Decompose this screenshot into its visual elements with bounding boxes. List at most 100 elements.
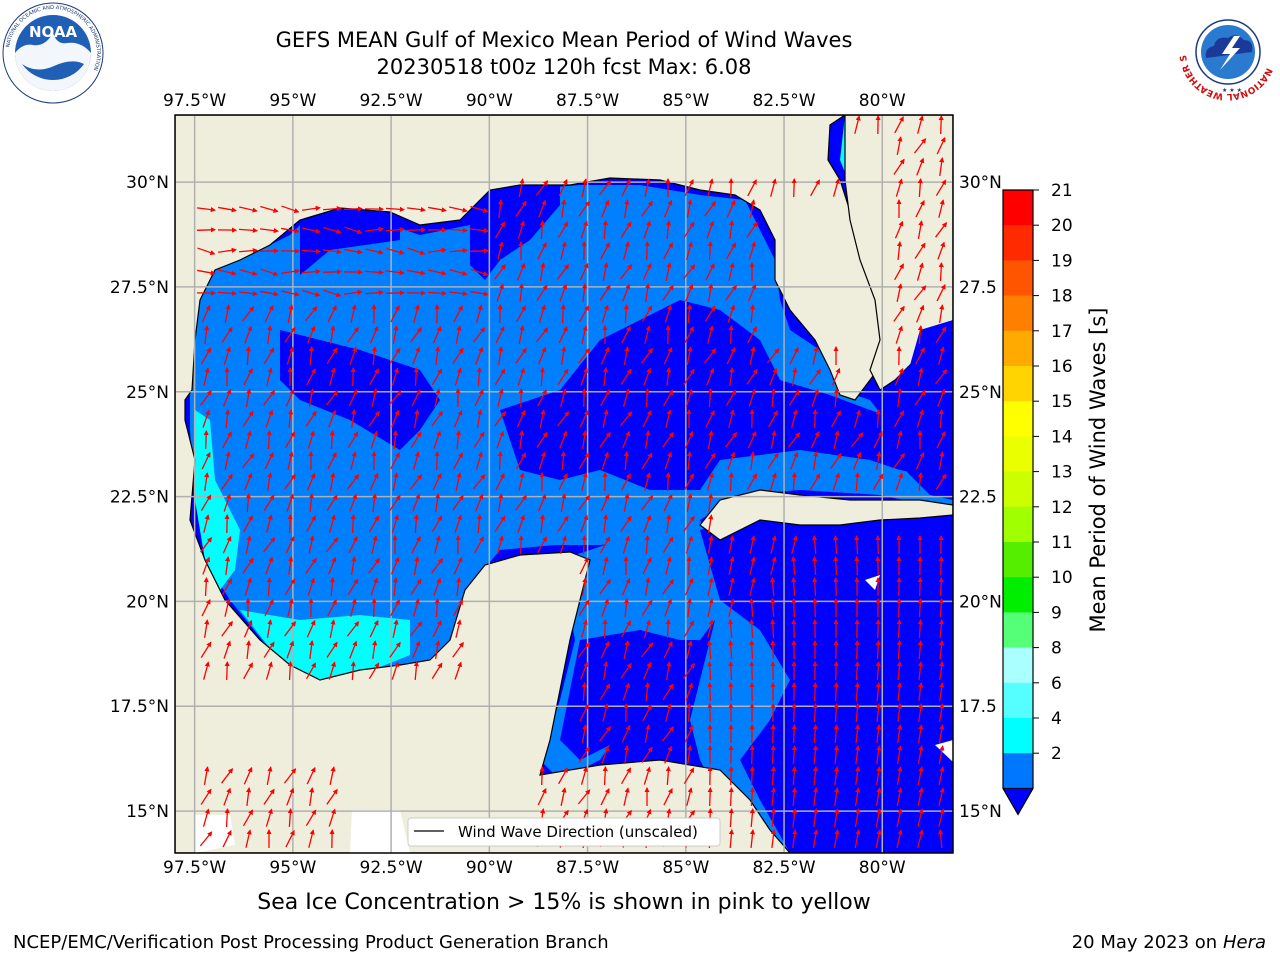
- wave-direction-arrow: [560, 388, 567, 407]
- wave-direction-arrow: [539, 765, 545, 786]
- wave-direction-arrow: [684, 724, 694, 743]
- wave-direction-arrow: [791, 471, 797, 492]
- wave-direction-arrow: [770, 786, 777, 807]
- wave-direction-arrow: [217, 290, 238, 296]
- wave-direction-arrow: [728, 828, 735, 849]
- wave-direction-arrow: [432, 325, 442, 344]
- wave-direction-arrow: [456, 577, 462, 597]
- wave-direction-arrow: [518, 472, 525, 491]
- wave-direction-arrow: [665, 471, 671, 492]
- wave-direction-arrow: [432, 472, 442, 491]
- wave-direction-arrow: [410, 578, 422, 595]
- wave-direction-arrow: [728, 471, 734, 492]
- wave-direction-arrow: [518, 325, 525, 344]
- wave-direction-arrow: [452, 494, 464, 511]
- wave-direction-arrow: [662, 683, 674, 700]
- wave-direction-arrow: [286, 493, 295, 512]
- wave-direction-arrow: [582, 283, 588, 303]
- wave-direction-arrow: [224, 451, 231, 470]
- wave-direction-arrow: [581, 724, 588, 743]
- wave-direction-arrow: [307, 430, 315, 449]
- wave-direction-arrow: [454, 661, 463, 680]
- wave-direction-arrow: [200, 641, 212, 658]
- wave-direction-arrow: [599, 578, 611, 595]
- wave-direction-arrow: [935, 179, 947, 197]
- colorbar-tick-label: 20: [1051, 216, 1073, 236]
- wave-direction-arrow: [322, 269, 343, 275]
- lon-labels-bottom: 97.5°W 95°W 92.5°W 90°W 87.5°W 85°W 82.5°W 80°W: [163, 858, 906, 878]
- wave-direction-arrow: [580, 367, 589, 386]
- wave-direction-arrow: [452, 347, 464, 364]
- wave-direction-arrow: [787, 432, 801, 448]
- wave-direction-arrow: [579, 262, 589, 281]
- wave-direction-arrow: [896, 829, 903, 848]
- colorbar-segment: [1003, 506, 1033, 543]
- wave-direction-arrow: [770, 639, 776, 660]
- lat-labels-right: 30°N 27.5 25°N 22.5 20°N 17.5 15°N: [959, 173, 1002, 822]
- colorbar-tick-label: 14: [1051, 427, 1073, 447]
- wave-direction-arrow: [622, 430, 631, 449]
- wave-direction-arrow: [813, 808, 819, 828]
- wave-direction-arrow: [266, 429, 272, 450]
- wave-direction-arrow: [221, 767, 234, 784]
- wave-direction-arrow: [599, 431, 611, 448]
- wave-direction-arrow: [893, 410, 905, 428]
- wave-direction-arrow: [897, 724, 903, 744]
- wave-direction-arrow: [306, 368, 316, 386]
- wave-direction-arrow: [915, 347, 925, 365]
- wave-direction-arrow: [812, 597, 818, 618]
- wave-direction-arrow: [854, 639, 860, 660]
- wave-direction-arrow: [284, 431, 296, 449]
- wave-direction-arrow: [245, 829, 252, 848]
- wave-direction-arrow: [684, 577, 694, 596]
- wave-direction-arrow: [287, 304, 294, 323]
- wave-direction-arrow: [643, 514, 652, 533]
- lat-label: 30°N: [959, 173, 1002, 193]
- wave-direction-arrow: [812, 744, 819, 765]
- wave-direction-arrow: [346, 621, 360, 637]
- wave-direction-arrow: [476, 409, 483, 428]
- wave-direction-arrow: [476, 513, 483, 534]
- wave-direction-arrow: [623, 346, 630, 365]
- wave-direction-arrow: [791, 535, 798, 554]
- wave-direction-arrow: [834, 787, 840, 807]
- wave-direction-arrow: [686, 702, 692, 723]
- wave-direction-arrow: [789, 346, 799, 365]
- chart-title: GEFS MEAN Gulf of Mexico Mean Period of …: [275, 28, 853, 52]
- wave-direction-arrow: [894, 367, 904, 386]
- wave-direction-arrow: [599, 536, 611, 554]
- wave-direction-arrow: [244, 430, 252, 449]
- wave-direction-arrow: [413, 366, 419, 387]
- wave-direction-arrow: [728, 786, 734, 807]
- wave-direction-arrow: [728, 765, 734, 786]
- wave-direction-arrow: [896, 597, 902, 618]
- wave-direction-arrow: [433, 430, 442, 449]
- wave-direction-arrow: [578, 599, 590, 616]
- lat-label: 22.5: [959, 488, 997, 508]
- wave-direction-arrow: [642, 262, 652, 281]
- wave-direction-arrow: [582, 430, 588, 450]
- wave-direction-arrow: [431, 557, 444, 574]
- wave-direction-arrow: [770, 765, 776, 786]
- wave-direction-arrow: [448, 291, 468, 297]
- wave-direction-arrow: [833, 534, 839, 555]
- wave-direction-arrow: [728, 262, 735, 281]
- wave-direction-arrow: [893, 305, 905, 322]
- wave-direction-arrow: [579, 409, 589, 428]
- wave-direction-arrow: [914, 242, 926, 259]
- wave-direction-arrow: [663, 346, 673, 365]
- wave-direction-arrow: [810, 179, 820, 197]
- wave-direction-arrow: [875, 660, 881, 681]
- wave-direction-arrow: [245, 535, 252, 554]
- wave-direction-arrow: [517, 514, 526, 533]
- lon-label: 80°W: [859, 91, 906, 111]
- wave-direction-arrow: [893, 452, 905, 469]
- wave-direction-arrow: [369, 472, 379, 491]
- wave-direction-arrow: [896, 136, 903, 155]
- wave-direction-arrow: [243, 766, 253, 785]
- wave-direction-arrow: [203, 661, 210, 680]
- wave-direction-arrow: [665, 220, 672, 240]
- lat-label: 20°N: [959, 592, 1002, 612]
- wave-direction-arrow: [683, 515, 695, 532]
- wave-direction-arrow: [812, 829, 819, 848]
